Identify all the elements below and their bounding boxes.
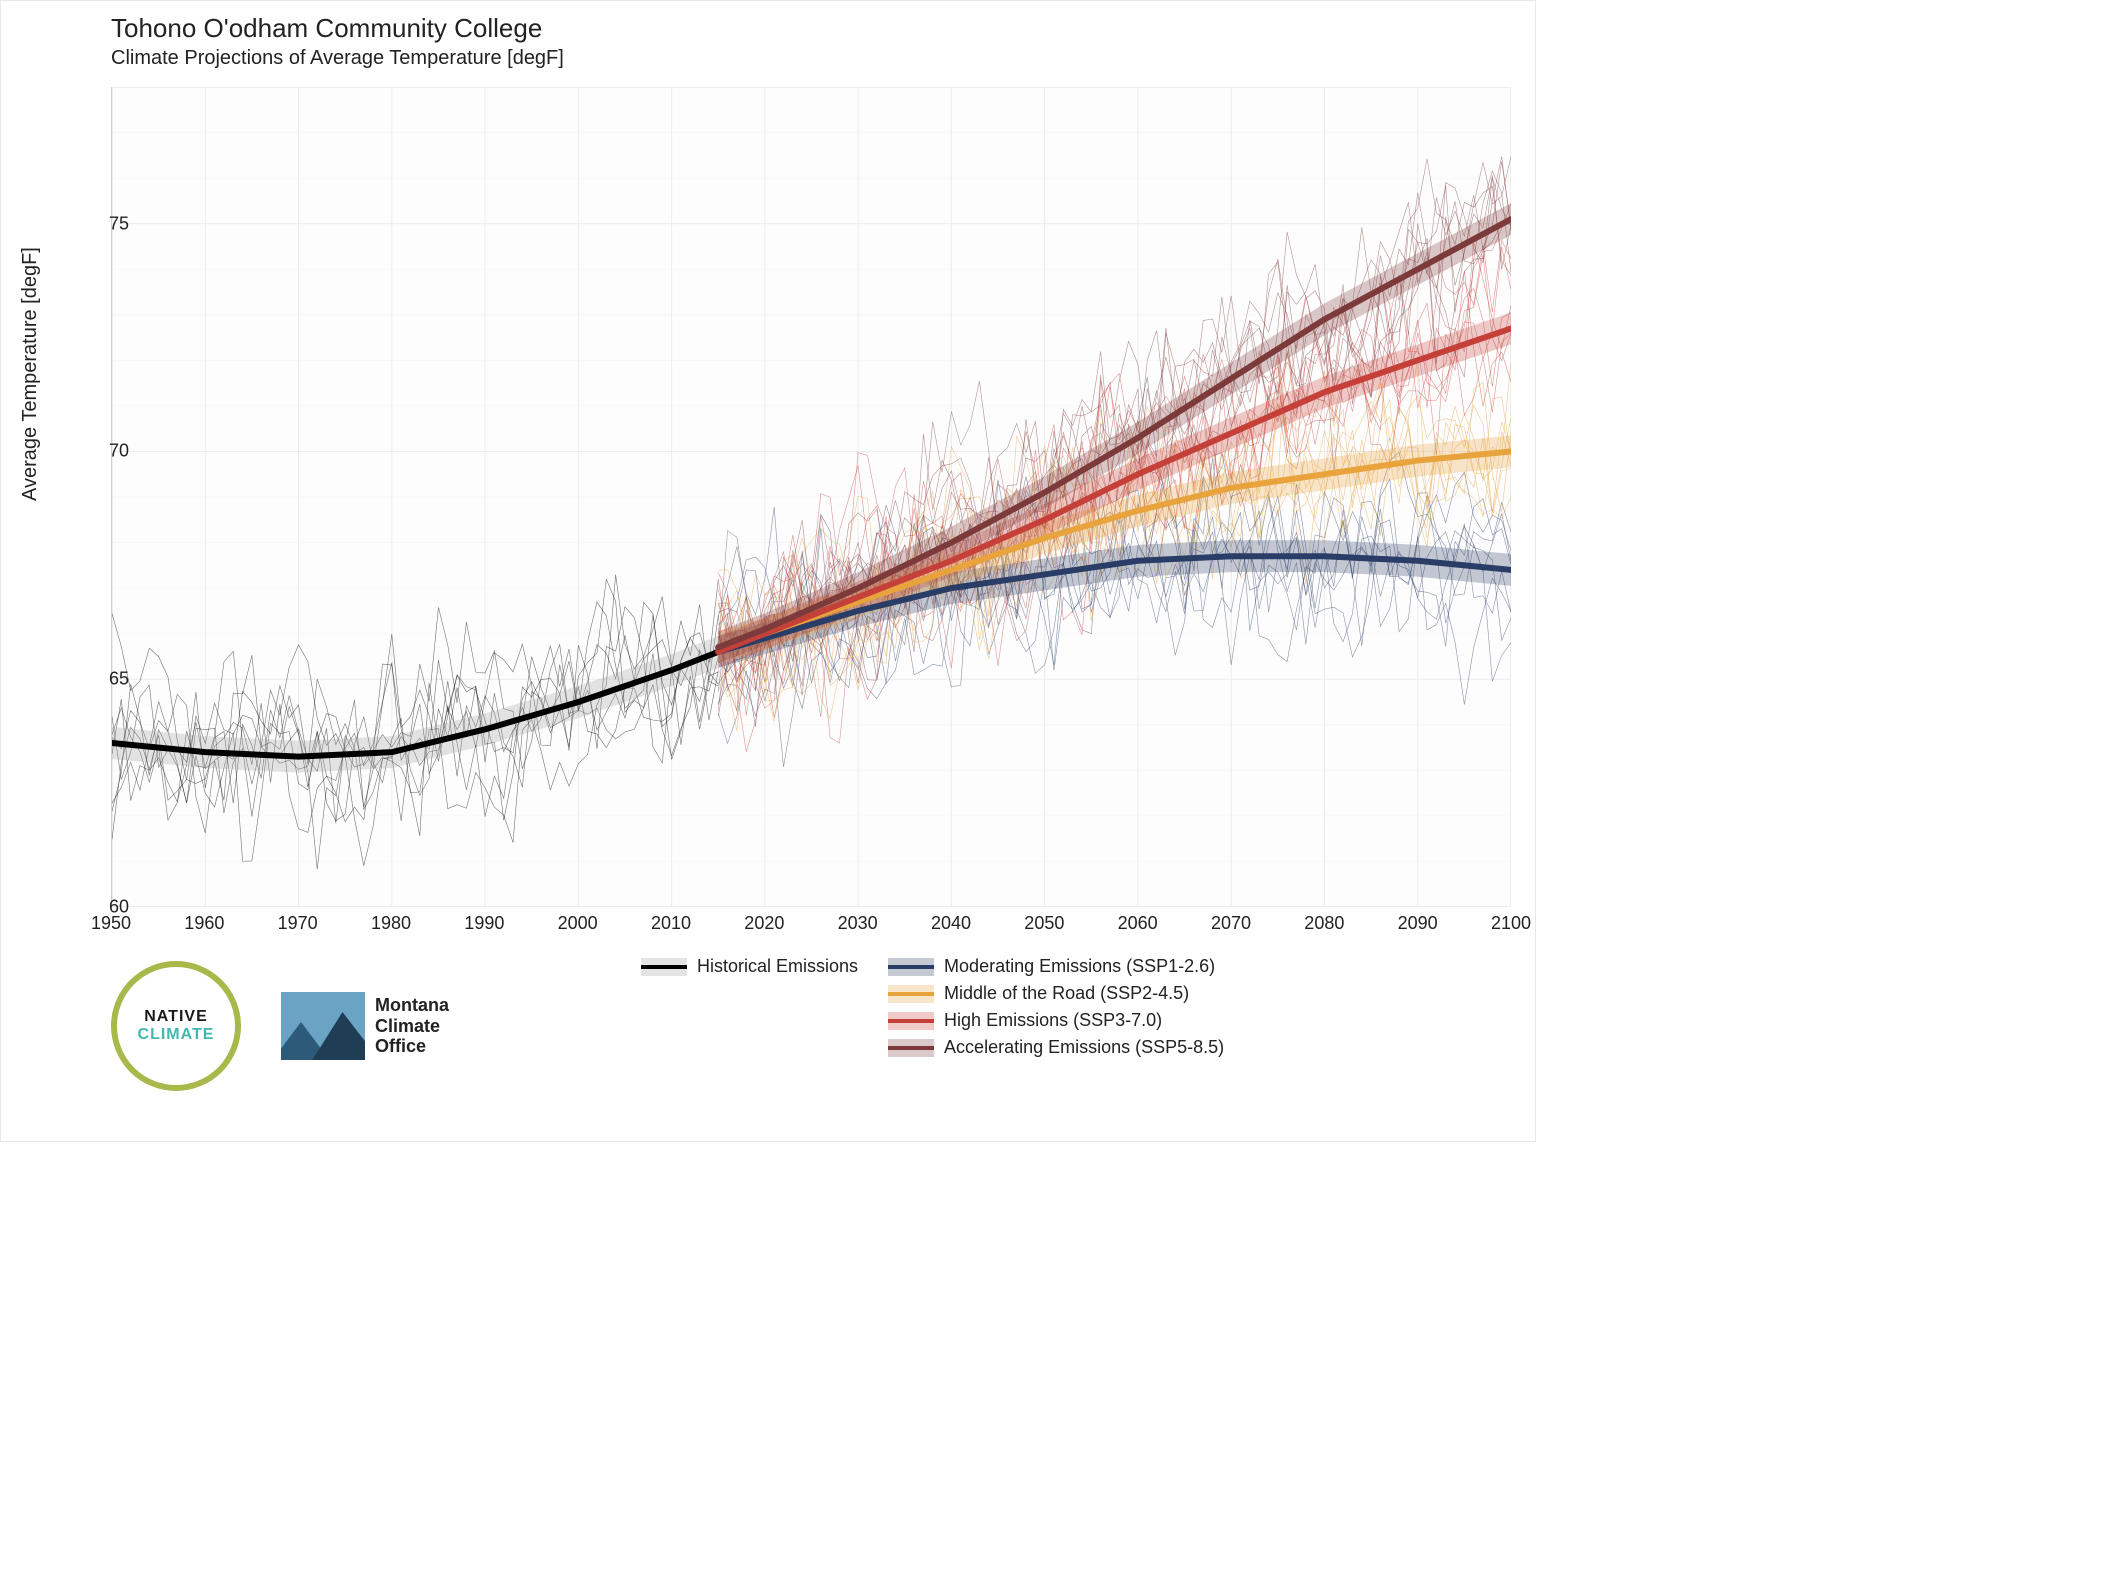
- chart-subtitle: Climate Projections of Average Temperatu…: [111, 47, 564, 70]
- plot-svg: [112, 87, 1511, 907]
- x-tick-label: 2020: [744, 913, 784, 934]
- legend-swatch-ssp126: [888, 958, 934, 976]
- y-tick-label: 75: [109, 213, 129, 234]
- montana-climate-office-logo: Montana Climate Office: [281, 992, 449, 1060]
- mco-line3: Office: [375, 1036, 449, 1057]
- legend-swatch-historical: [641, 958, 687, 976]
- legend-item-ssp126: Moderating Emissions (SSP1-2.6): [888, 956, 1224, 977]
- y-tick-label: 70: [109, 441, 129, 462]
- legend-swatch-ssp585: [888, 1039, 934, 1057]
- plot-area: [111, 87, 1511, 907]
- native-climate-logo: NATIVE CLIMATE: [111, 961, 241, 1091]
- legend-label-ssp126: Moderating Emissions (SSP1-2.6): [944, 956, 1215, 977]
- legend-label-ssp370: High Emissions (SSP3-7.0): [944, 1010, 1162, 1031]
- legend: Historical Emissions Moderating Emissions…: [641, 956, 1224, 1058]
- x-tick-label: 2070: [1211, 913, 1251, 934]
- x-tick-label: 2060: [1118, 913, 1158, 934]
- chart-title: Tohono O'odham Community College: [111, 13, 542, 44]
- x-tick-label: 2080: [1304, 913, 1344, 934]
- x-tick-label: 1990: [464, 913, 504, 934]
- x-tick-label: 2040: [931, 913, 971, 934]
- legend-swatch-ssp245: [888, 985, 934, 1003]
- legend-label-historical: Historical Emissions: [697, 956, 858, 977]
- legend-item-ssp245: Middle of the Road (SSP2-4.5): [888, 983, 1224, 1004]
- mco-badge-icon: [281, 992, 365, 1060]
- legend-item-historical: Historical Emissions: [641, 956, 858, 977]
- chart-container: Tohono O'odham Community College Climate…: [0, 0, 1536, 1142]
- x-tick-label: 1970: [278, 913, 318, 934]
- legend-label-ssp245: Middle of the Road (SSP2-4.5): [944, 983, 1189, 1004]
- native-climate-logo-line1: NATIVE: [144, 1008, 207, 1026]
- x-tick-label: 2100: [1491, 913, 1531, 934]
- x-tick-label: 1950: [91, 913, 131, 934]
- mco-line2: Climate: [375, 1016, 449, 1037]
- x-tick-label: 1960: [184, 913, 224, 934]
- x-tick-label: 2090: [1398, 913, 1438, 934]
- x-tick-label: 2050: [1024, 913, 1064, 934]
- legend-item-ssp370: High Emissions (SSP3-7.0): [888, 1010, 1224, 1031]
- legend-item-ssp585: Accelerating Emissions (SSP5-8.5): [888, 1037, 1224, 1058]
- mco-text: Montana Climate Office: [375, 995, 449, 1057]
- x-tick-label: 1980: [371, 913, 411, 934]
- x-tick-label: 2010: [651, 913, 691, 934]
- x-tick-label: 2030: [838, 913, 878, 934]
- native-climate-logo-line2: CLIMATE: [138, 1026, 215, 1044]
- x-tick-label: 2000: [558, 913, 598, 934]
- y-tick-label: 65: [109, 669, 129, 690]
- logo-row: NATIVE CLIMATE Montana Climate Office: [111, 961, 449, 1091]
- legend-swatch-ssp370: [888, 1012, 934, 1030]
- legend-label-ssp585: Accelerating Emissions (SSP5-8.5): [944, 1037, 1224, 1058]
- y-axis-label: Average Temperature [degF]: [19, 247, 42, 501]
- mco-line1: Montana: [375, 995, 449, 1016]
